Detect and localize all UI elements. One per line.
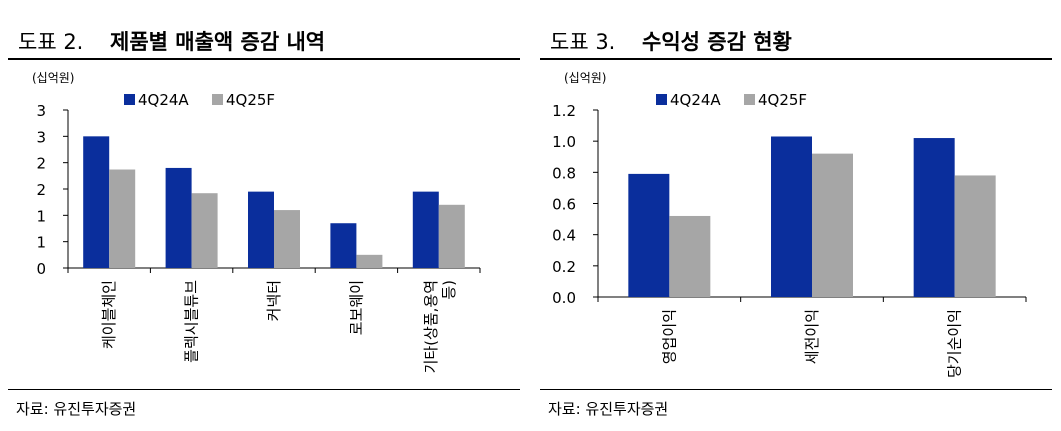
bar-4Q24A-5: [412, 191, 439, 268]
x-tick-label: 당기순이익: [946, 309, 964, 378]
x-tick-label: 플렉시블튜브: [183, 280, 201, 363]
bar-4Q25F-1: [109, 169, 136, 268]
bar-4Q25F-3: [954, 175, 996, 297]
figure-title: 수익성 증감 현황: [642, 30, 792, 54]
bar-4Q25F-1: [669, 215, 711, 297]
y-tick-label: 2: [36, 181, 46, 199]
unit-label: (십억원): [32, 71, 74, 85]
y-tick-label: 3: [36, 102, 46, 120]
footer-rule: [8, 389, 520, 390]
bar-4Q25F-5: [438, 204, 465, 268]
x-tick-label: 로보웨이: [347, 280, 365, 335]
y-tick-label: 0.6: [552, 196, 576, 214]
source-note: 자료: 유진투자증권: [548, 400, 669, 418]
x-tick-label-line: 플렉시블튜브: [183, 280, 201, 363]
x-tick-label-line: 기타(상품,용역: [422, 280, 440, 373]
sales-change-chart: (십억원) 0 1 1 2 2 3 3 케이블체인 플렉시블튜브 커넥터 로보웨이 기타(상품,용역 등)…: [32, 71, 481, 373]
y-tick-label: 1.0: [552, 133, 576, 151]
x-tick-label-line: 당기순이익: [946, 309, 964, 378]
bar-4Q25F-2: [191, 193, 218, 268]
legend-swatch-4Q25F: [212, 94, 223, 105]
x-tick-label-line: 커넥터: [265, 280, 283, 321]
y-tick-label: 1: [36, 234, 46, 252]
bar-4Q24A-3: [913, 138, 955, 297]
bar-4Q25F-3: [274, 210, 300, 268]
bar-4Q24A-2: [165, 167, 192, 268]
x-tick-label: 커넥터: [265, 280, 283, 321]
y-tick-label: 0.8: [552, 164, 576, 182]
bar-4Q24A-1: [83, 136, 110, 268]
bar-4Q24A-4: [330, 223, 357, 268]
legend-label-4Q25F: 4Q25F: [226, 91, 275, 109]
y-tick-label: 2: [36, 155, 46, 173]
figure-panel-3: 도표 3. 수익성 증감 현황 (십억원) 0.0 0.2 0.4 0.6 0.8 1.0 1…: [540, 0, 1052, 431]
x-tick-label-line: 케이블체인: [100, 280, 118, 349]
figure-header: 도표 2. 제품별 매출액 증감 내역: [8, 26, 520, 58]
figure-number: 도표 2.: [18, 30, 84, 54]
x-tick-label: 기타(상품,용역 등): [422, 280, 458, 373]
y-tick-label: 0.0: [552, 289, 576, 307]
y-tick-label: 0.2: [552, 258, 576, 276]
y-tick-label: 0.4: [552, 227, 576, 245]
source-note: 자료: 유진투자증권: [16, 400, 137, 418]
bar-4Q25F-2: [812, 153, 853, 297]
unit-label: (십억원): [564, 71, 606, 85]
y-tick-label: 1: [36, 207, 46, 225]
y-tick-label: 3: [36, 128, 46, 146]
figure-header: 도표 3. 수익성 증감 현황: [540, 26, 1052, 58]
x-tick-label-line: 로보웨이: [347, 280, 365, 335]
figure-number: 도표 3.: [550, 30, 616, 54]
bar-4Q24A-3: [248, 191, 274, 268]
legend-swatch-4Q25F: [744, 94, 755, 105]
header-rule: [540, 58, 1052, 60]
bar-4Q25F-4: [356, 254, 383, 268]
header-rule: [8, 58, 520, 60]
legend-label-4Q24A: 4Q24A: [138, 91, 189, 109]
legend-label-4Q25F: 4Q25F: [758, 91, 807, 109]
bar-4Q24A-1: [628, 173, 670, 297]
figure-panel-2: 도표 2. 제품별 매출액 증감 내역 (십억원) 0 1 1 2 2 3 3 케이블체인 플렉시…: [8, 0, 520, 431]
legend-swatch-4Q24A: [656, 94, 667, 105]
y-tick-label: 0: [36, 260, 46, 278]
x-tick-label-line: 세전이익: [803, 309, 821, 364]
legend-swatch-4Q24A: [124, 94, 135, 105]
x-tick-label: 세전이익: [803, 309, 821, 364]
legend-label-4Q24A: 4Q24A: [670, 91, 721, 109]
x-tick-label-line: 영업이익: [660, 309, 678, 364]
x-tick-label: 영업이익: [660, 309, 678, 364]
footer-rule: [540, 389, 1052, 390]
x-tick-label-line: 등): [440, 280, 458, 300]
bar-4Q24A-2: [771, 136, 812, 297]
figure-title: 제품별 매출액 증감 내역: [110, 30, 326, 54]
y-tick-label: 1.2: [552, 102, 576, 120]
x-tick-label: 케이블체인: [100, 280, 118, 349]
profitability-chart: (십억원) 0.0 0.2 0.4 0.6 0.8 1.0 1.2 영업이익 세전이익 당기순이익 4…: [552, 71, 1027, 378]
